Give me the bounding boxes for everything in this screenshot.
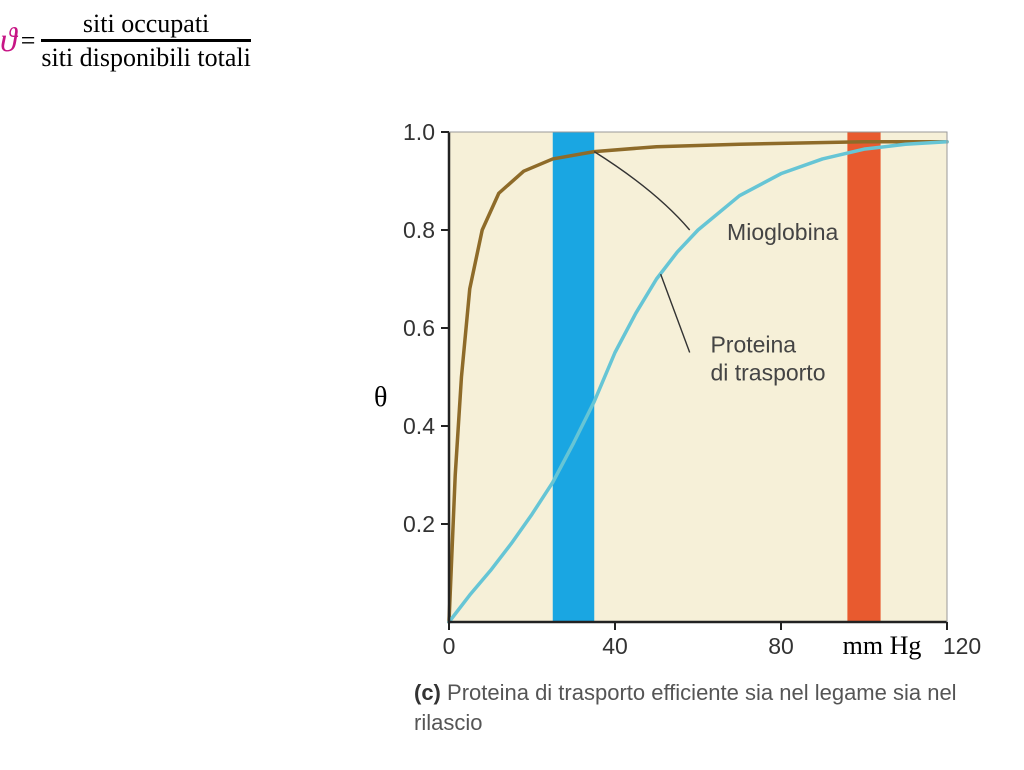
y-tick-label: 0.6 — [403, 315, 435, 341]
caption-prefix: (c) — [414, 680, 441, 705]
equals-sign: = — [21, 26, 36, 56]
y-axis-symbol: θ — [374, 382, 387, 414]
fraction-numerator: siti occupati — [83, 10, 209, 37]
fraction: siti occupati siti disponibili totali — [41, 10, 250, 72]
fraction-bar — [41, 39, 250, 42]
x-axis-unit: mm Hg — [843, 631, 922, 660]
caption-text: Proteina di trasporto efficiente sia nel… — [414, 680, 957, 735]
x-tick-label: 80 — [768, 633, 794, 659]
label-mioglobina: Mioglobina — [727, 219, 838, 245]
x-tick-label: 0 — [443, 633, 456, 659]
y-tick-label: 0.8 — [403, 217, 435, 243]
x-tick-label: 40 — [602, 633, 628, 659]
y-tick-label: 0.4 — [403, 413, 435, 439]
formula-fraction: ϑ = siti occupati siti disponibili total… — [0, 10, 251, 72]
fraction-denominator: siti disponibili totali — [41, 44, 250, 71]
chart-container: 0.2 0.4 0.6 0.8 1.0 0 40 80 120 mm Hg Mioglobina Pr… — [354, 122, 990, 742]
chart-svg: 0.2 0.4 0.6 0.8 1.0 0 40 80 120 mm Hg Mioglobina Pr… — [354, 122, 990, 742]
y-tick-label: 0.2 — [403, 511, 435, 537]
chart-caption: (c) Proteina di trasporto efficiente sia… — [414, 678, 974, 737]
y-tick-label: 1.0 — [403, 122, 435, 145]
band-lungs — [847, 132, 880, 622]
band-tissues — [553, 132, 595, 622]
x-tick-label: 120 — [943, 633, 981, 659]
theta-symbol: ϑ — [0, 22, 17, 60]
